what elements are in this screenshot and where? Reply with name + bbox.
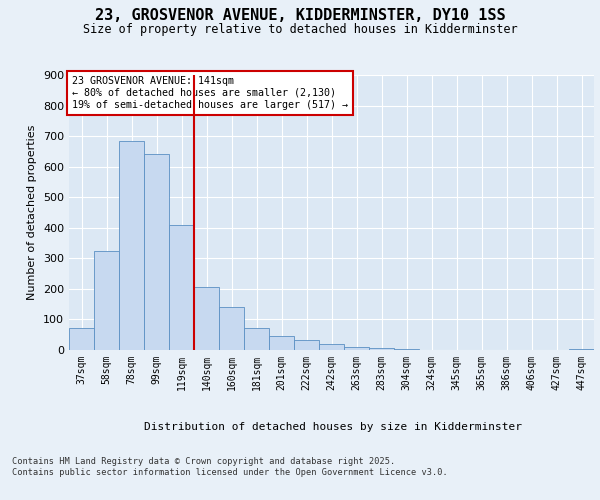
Text: 23, GROSVENOR AVENUE, KIDDERMINSTER, DY10 1SS: 23, GROSVENOR AVENUE, KIDDERMINSTER, DY1… bbox=[95, 8, 505, 22]
Bar bbox=[294, 340, 319, 350]
Bar bbox=[194, 288, 219, 350]
Bar bbox=[344, 347, 369, 350]
Bar bbox=[94, 250, 119, 350]
Text: Contains HM Land Registry data © Crown copyright and database right 2025.
Contai: Contains HM Land Registry data © Crown c… bbox=[12, 458, 448, 477]
Text: 23 GROSVENOR AVENUE: 141sqm
← 80% of detached houses are smaller (2,130)
19% of : 23 GROSVENOR AVENUE: 141sqm ← 80% of det… bbox=[71, 76, 347, 110]
Bar bbox=[169, 224, 194, 350]
Bar bbox=[144, 154, 169, 350]
Bar bbox=[119, 140, 144, 350]
Text: Size of property relative to detached houses in Kidderminster: Size of property relative to detached ho… bbox=[83, 22, 517, 36]
Bar bbox=[69, 328, 94, 350]
Bar bbox=[369, 348, 394, 350]
Bar bbox=[269, 336, 294, 350]
Bar bbox=[244, 328, 269, 350]
Bar bbox=[569, 349, 594, 350]
Bar bbox=[394, 349, 419, 350]
Text: Distribution of detached houses by size in Kidderminster: Distribution of detached houses by size … bbox=[144, 422, 522, 432]
Bar bbox=[319, 344, 344, 350]
Bar bbox=[219, 307, 244, 350]
Y-axis label: Number of detached properties: Number of detached properties bbox=[28, 125, 37, 300]
